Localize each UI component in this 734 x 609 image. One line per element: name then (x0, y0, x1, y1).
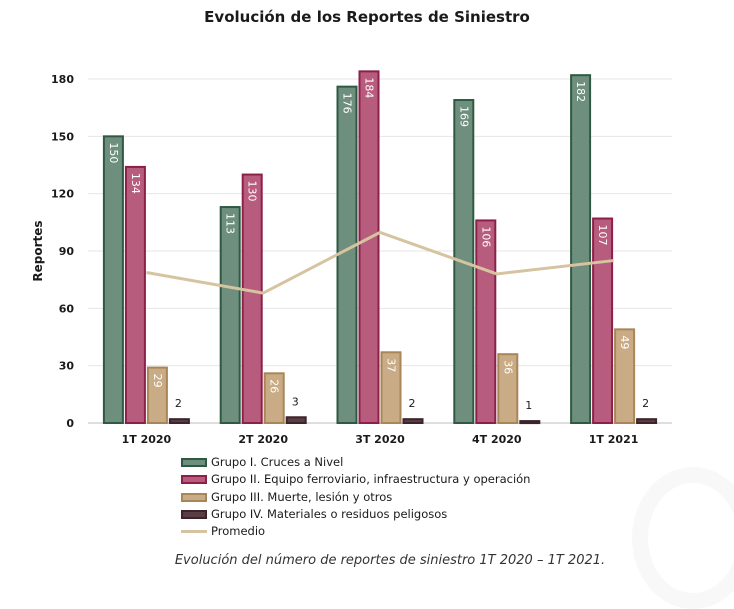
data-label: 26 (268, 379, 281, 393)
bar (497, 353, 519, 425)
data-label: 107 (596, 225, 609, 246)
legend-swatch (181, 510, 207, 520)
legend-swatch (181, 475, 207, 485)
bar (636, 418, 658, 424)
data-label: 130 (246, 181, 259, 202)
x-tick-label: 1T 2020 (122, 433, 172, 446)
data-label: 113 (224, 213, 237, 234)
bar (614, 328, 636, 425)
data-label: 182 (574, 81, 587, 102)
legend-swatch (181, 458, 207, 468)
y-tick-label: 0 (66, 417, 74, 430)
data-label: 176 (341, 93, 354, 114)
legend-item: Promedio (181, 523, 530, 540)
bar (592, 217, 614, 424)
chart-title: Evolución de los Reportes de Siniestro (204, 8, 530, 26)
y-tick-label: 30 (59, 360, 75, 373)
legend-item: Grupo I. Cruces a Nivel (181, 454, 530, 471)
x-tick-label: 4T 2020 (472, 433, 522, 446)
legend-item: Grupo III. Muerte, lesión y otros (181, 489, 530, 506)
bar (519, 420, 541, 425)
data-label: 3 (292, 395, 299, 408)
legend-line-swatch (181, 530, 207, 534)
x-tick-label: 1T 2021 (589, 433, 639, 446)
bar (219, 206, 241, 424)
y-tick-label: 180 (51, 73, 74, 86)
data-label: 169 (457, 106, 470, 127)
y-tick-label: 60 (59, 302, 75, 315)
legend-swatch (181, 492, 207, 502)
bar (241, 173, 263, 424)
data-label: 37 (385, 358, 398, 372)
bar (570, 74, 592, 425)
average-line (146, 230, 614, 295)
bar (402, 418, 424, 424)
x-tick-label: 2T 2020 (238, 433, 288, 446)
data-label: 2 (175, 397, 182, 410)
legend-label: Grupo III. Muerte, lesión y otros (211, 489, 393, 504)
data-label: 184 (363, 77, 376, 98)
y-tick-label: 150 (51, 130, 74, 143)
bar (263, 372, 285, 424)
data-label: 1 (525, 399, 532, 412)
legend-item: Grupo II. Equipo ferroviario, infraestru… (181, 471, 530, 488)
figure-caption: Evolución del número de reportes de sini… (174, 553, 606, 568)
data-label: 2 (642, 397, 649, 410)
y-tick-label: 120 (51, 188, 74, 201)
legend-label: Grupo II. Equipo ferroviario, infraestru… (211, 472, 531, 487)
data-label: 29 (151, 374, 164, 388)
bar (336, 85, 358, 425)
data-label: 106 (479, 226, 492, 247)
data-label: 2 (409, 397, 416, 410)
y-tick-label: 90 (59, 245, 75, 258)
chart-svg: 0 30 60 90 120 150 180 Reportes 150 134 29 2 1T 2020… (31, 70, 672, 446)
bar (124, 165, 146, 425)
bar (146, 366, 168, 425)
data-label: 49 (618, 335, 631, 349)
legend-label: Grupo I. Cruces a Nivel (211, 455, 344, 469)
x-tick-label: 3T 2020 (355, 433, 405, 446)
bar (380, 351, 402, 424)
y-axis-label: Reportes (31, 220, 45, 281)
data-label: 134 (129, 173, 142, 194)
data-label: 36 (501, 360, 514, 374)
legend-label: Grupo IV. Materiales o residuos peligoso… (211, 506, 448, 521)
legend: Grupo I. Cruces a Nivel Grupo II. Equipo … (181, 454, 530, 540)
legend-label: Promedio (211, 524, 266, 539)
bar (475, 219, 497, 424)
bar (285, 416, 307, 424)
bar (358, 70, 380, 424)
bar (168, 418, 190, 424)
legend-item: Grupo IV. Materiales o residuos peligoso… (181, 506, 530, 523)
data-label: 150 (107, 142, 120, 163)
bar (102, 135, 124, 424)
